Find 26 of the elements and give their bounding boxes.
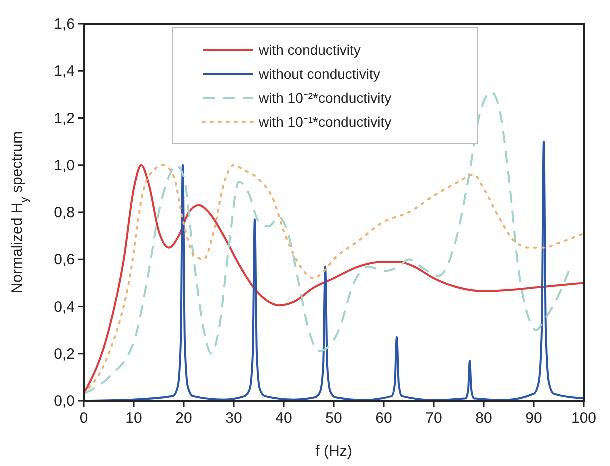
- y-tick-label: 1,6: [54, 16, 75, 33]
- y-tick-label: 0,6: [54, 252, 75, 269]
- legend-label: without conductivity: [258, 66, 380, 82]
- x-tick-label: 0: [80, 410, 88, 427]
- x-tick-label: 100: [571, 410, 597, 427]
- y-tick-label: 1,4: [54, 63, 75, 80]
- y-tick-label: 1,0: [54, 157, 75, 174]
- x-tick-label: 90: [526, 410, 542, 427]
- legend-label: with conductivity: [258, 42, 361, 58]
- x-tick-label: 40: [276, 410, 292, 427]
- y-tick-label: 0,8: [54, 204, 75, 222]
- x-tick-label: 70: [426, 410, 442, 427]
- y-tick-label: 0,0: [54, 393, 75, 410]
- x-tick-label: 80: [476, 410, 492, 427]
- x-tick-label: 20: [176, 410, 192, 427]
- x-tick-label: 30: [226, 410, 242, 427]
- y-tick-label: 0,2: [54, 346, 75, 363]
- legend-label: with 10⁻²*conductivity: [258, 90, 392, 106]
- legend-label: with 10⁻¹*conductivity: [258, 114, 392, 130]
- y-tick-label: 0,4: [54, 298, 75, 316]
- x-tick-label: 50: [326, 410, 342, 427]
- x-axis-title: f (Hz): [316, 443, 352, 460]
- x-tick-label: 10: [126, 410, 142, 427]
- line-series: [83, 91, 570, 395]
- y-tick-label: 1,2: [54, 110, 75, 128]
- x-tick-label: 60: [376, 410, 392, 427]
